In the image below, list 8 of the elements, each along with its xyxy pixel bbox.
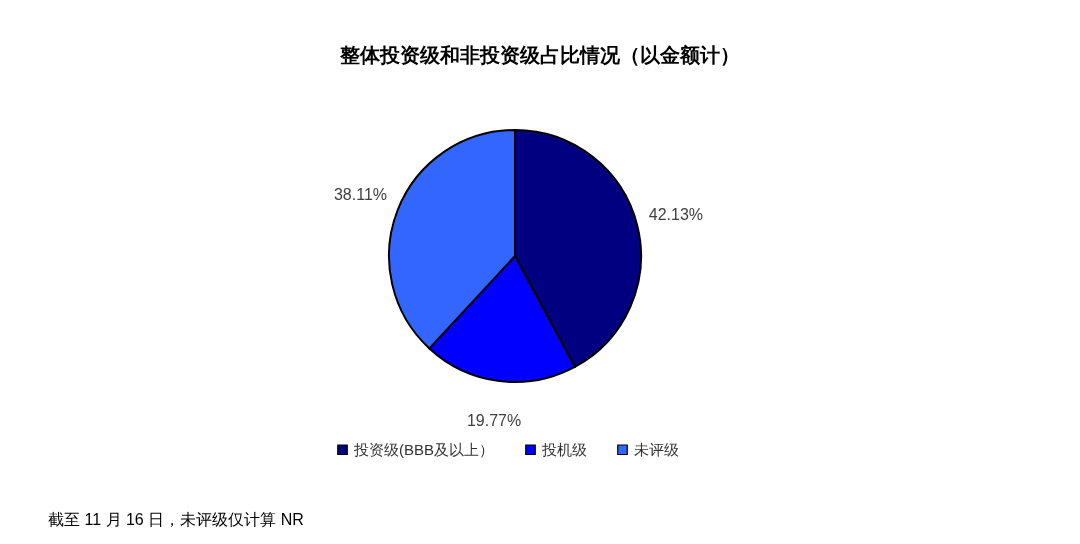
data-label: 38.11% — [333, 186, 387, 204]
legend-label: 投资级(BBB及以上） — [353, 440, 495, 458]
data-label: 19.77% — [466, 411, 522, 429]
chart-title: 整体投资级和非投资级占比情况（以金额计） — [339, 43, 740, 67]
text: 截至 11 月 16 日，未评级仅计算 NR — [48, 511, 304, 528]
data-label: 42.13% — [648, 206, 704, 224]
legend-label: 未评级 — [634, 440, 679, 458]
legend-label: 投机级 — [541, 440, 587, 458]
